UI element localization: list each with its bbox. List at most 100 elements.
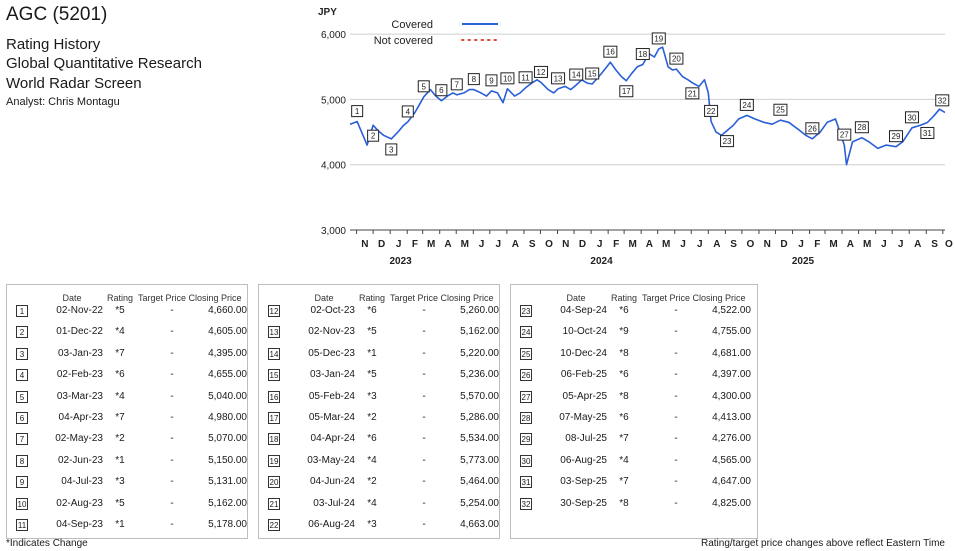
target-cell: - [422, 347, 426, 359]
rating-marker-box [635, 48, 650, 61]
rating-marker-box [485, 74, 498, 87]
rating-cell: *6 [619, 412, 629, 423]
rating-number: 22 [268, 519, 280, 531]
rating-cell: *3 [115, 476, 125, 488]
y-tick-label: 3,000 [321, 226, 346, 237]
rating-marker-label: 13 [554, 74, 563, 83]
rating-number: 28 [520, 412, 532, 424]
date-cell: 05-Feb-24 [308, 390, 355, 402]
rating-number: 31 [520, 476, 532, 489]
rating-marker-label: 30 [908, 113, 917, 122]
table-row: 32 30-Sep-25 *8 - 4,825.00 [511, 496, 757, 512]
rating-marker-label: 31 [923, 129, 932, 138]
rating-marker-box [585, 67, 600, 80]
legend-label-not-covered: Not covered [374, 35, 433, 47]
rating-cell: *5 [115, 497, 125, 509]
rating-number: 1 [16, 305, 28, 317]
rating-marker-box [603, 45, 618, 58]
x-tick-label: M [863, 239, 871, 250]
rating-number: 3 [16, 347, 28, 360]
rating-cell: *2 [367, 412, 377, 423]
rating-cell: *1 [115, 519, 125, 530]
rating-number: 18 [268, 433, 280, 446]
rating-number: 30 [520, 454, 532, 467]
rating-cell: *6 [619, 305, 629, 316]
rating-table-3: Date Rating Target Price Closing Price 23 04-… [510, 284, 758, 539]
rating-marker-box [773, 103, 788, 116]
rating-number: 2 [16, 326, 28, 339]
date-cell: 04-Sep-24 [560, 305, 607, 316]
table-row: 15 03-Jan-24 *5 - 5,236.00 [259, 367, 499, 383]
closing-price-cell: 5,534.00 [460, 433, 499, 445]
table-row: 14 05-Dec-23 *1 - 5,220.00 [259, 346, 499, 362]
target-cell: - [422, 433, 426, 445]
rating-marker-box [435, 84, 448, 97]
x-tick-label: J [898, 239, 904, 250]
column-header-target: Target Price [137, 293, 187, 303]
year-label: 2024 [590, 256, 613, 267]
date-cell: 06-Aug-24 [308, 519, 355, 530]
closing-price-cell: 5,040.00 [208, 390, 247, 402]
table-row: 10 02-Aug-23 *5 - 5,162.00 [7, 496, 247, 512]
rating-cell: *7 [115, 347, 125, 359]
table-row: 19 03-May-24 *4 - 5,773.00 [259, 453, 499, 469]
date-cell: 02-Oct-23 [310, 305, 355, 316]
rating-number: 25 [520, 347, 532, 360]
closing-price-cell: 4,395.00 [208, 347, 247, 359]
date-cell: 02-Nov-22 [56, 305, 103, 316]
target-cell: - [422, 497, 426, 509]
date-cell: 04-Apr-24 [310, 433, 355, 445]
rating-number: 26 [520, 369, 532, 382]
rating-marker-label: 26 [808, 124, 817, 133]
subtitle-research: Global Quantitative Research [6, 55, 202, 72]
date-cell: 30-Sep-25 [560, 497, 607, 509]
rating-marker-label: 27 [840, 131, 849, 140]
rating-marker-label: 22 [707, 107, 716, 116]
subtitle-screen: World Radar Screen [6, 75, 142, 92]
rating-marker-label: 16 [606, 48, 615, 57]
table-row: 20 04-Jun-24 *2 - 5,464.00 [259, 474, 499, 490]
rating-marker-label: 17 [622, 87, 631, 96]
date-cell: 01-Dec-22 [56, 326, 103, 338]
rating-marker-label: 1 [355, 107, 360, 116]
rating-marker-box [854, 121, 869, 134]
rating-marker-box [551, 72, 566, 85]
rating-number: 17 [268, 412, 280, 424]
rating-cell: *6 [367, 305, 377, 316]
closing-price-cell: 4,413.00 [712, 412, 751, 423]
rating-marker-box [518, 71, 533, 84]
column-header-close: Closing Price [188, 293, 242, 303]
rating-number: 32 [520, 497, 532, 510]
date-cell: 08-Jul-25 [565, 433, 607, 445]
rating-cell: *5 [367, 369, 377, 381]
x-tick-label: M [662, 239, 670, 250]
column-header-rating: Rating [106, 293, 133, 303]
target-cell: - [422, 476, 426, 488]
rating-marker-box [651, 32, 666, 45]
target-cell: - [674, 412, 678, 423]
target-cell: - [422, 390, 426, 402]
rating-marker-label: 15 [588, 70, 597, 79]
rating-number: 13 [268, 326, 280, 339]
rating-cell: *7 [619, 476, 629, 488]
date-cell: 04-Sep-23 [56, 519, 103, 530]
price-line [349, 46, 946, 166]
closing-price-cell: 5,464.00 [460, 476, 499, 488]
target-cell: - [674, 476, 678, 488]
date-cell: 02-Jun-23 [57, 454, 103, 466]
closing-price-cell: 5,260.00 [460, 305, 499, 316]
rating-marker-label: 23 [723, 137, 732, 146]
date-cell: 03-Jan-23 [57, 347, 103, 359]
rating-cell: *4 [619, 454, 629, 466]
x-tick-label: F [613, 239, 619, 250]
column-header-target: Target Price [389, 293, 439, 303]
rating-number: 16 [268, 390, 280, 403]
closing-price-cell: 4,522.00 [712, 305, 751, 316]
table-row: 23 04-Sep-24 *6 - 4,522.00 [511, 303, 757, 319]
closing-price-cell: 4,755.00 [712, 326, 751, 338]
year-label: 2023 [390, 256, 413, 267]
closing-price-cell: 4,660.00 [208, 305, 247, 316]
date-cell: 04-Jun-24 [309, 476, 355, 488]
rating-marker-box [619, 85, 634, 98]
table-row: 11 04-Sep-23 *1 - 5,178.00 [7, 517, 247, 533]
